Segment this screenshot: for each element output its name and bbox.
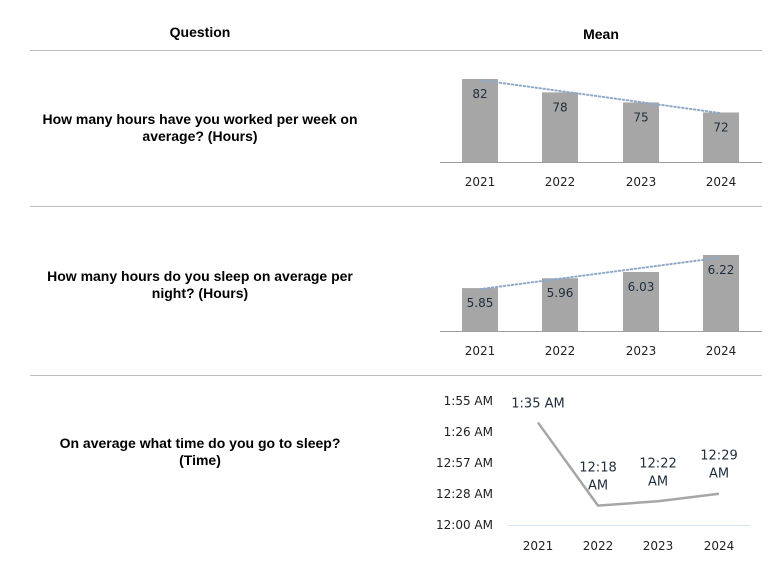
trend-line <box>479 256 722 291</box>
data-label-2021: 82 <box>472 87 487 101</box>
x-tick-label: 2024 <box>706 344 737 358</box>
data-label-2022: 78 <box>552 100 567 114</box>
question-sleep-time: On average what time do you go to sleep?… <box>59 435 341 468</box>
y-tick-label: 12:57 AM <box>436 456 493 470</box>
bar-2024 <box>703 112 739 162</box>
data-label-2022: 12:18 AM <box>579 461 616 494</box>
bar-2023 <box>623 271 659 331</box>
data-label-2023: 12:22 AM <box>639 456 676 489</box>
y-tick-label: 12:00 AM <box>436 518 493 532</box>
x-tick-label: 2021 <box>523 539 554 553</box>
question-hours-worked: How many hours have you worked per week … <box>42 111 358 144</box>
series-line <box>536 421 720 507</box>
y-tick-label: 1:26 AM <box>444 425 493 439</box>
y-tick-label: 12:28 AM <box>436 487 493 501</box>
bar-2021 <box>462 79 498 162</box>
y-tick-label: 1:55 AM <box>444 394 493 408</box>
row-divider-1 <box>30 206 762 207</box>
bar-2024 <box>703 255 739 331</box>
x-tick-label: 2021 <box>465 175 496 189</box>
x-tick-label: 2023 <box>643 539 674 553</box>
bar-2022 <box>542 278 578 331</box>
x-tick-label: 2023 <box>626 175 657 189</box>
x-tick-label: 2023 <box>626 344 657 358</box>
trend-line <box>479 79 722 115</box>
data-label-2023: 6.03 <box>628 280 655 294</box>
mean-column-header: Mean <box>583 26 619 42</box>
question-sleep-hours: How many hours do you sleep on average p… <box>47 268 353 301</box>
x-tick-label: 2024 <box>704 539 735 553</box>
bar-2021 <box>462 288 498 331</box>
x-tick-label: 2021 <box>465 344 496 358</box>
x-tick-label: 2022 <box>545 344 576 358</box>
bar-2023 <box>623 102 659 162</box>
question-column-header: Question <box>169 24 231 40</box>
data-label-2024: 72 <box>713 120 728 134</box>
x-tick-label: 2022 <box>545 175 576 189</box>
row-divider-2 <box>30 375 762 376</box>
data-label-2023: 75 <box>633 110 648 124</box>
data-label-2021: 5.85 <box>467 296 494 310</box>
data-label-2024: 12:29 AM <box>700 449 737 482</box>
data-label-2021: 1:35 AM <box>511 397 564 412</box>
data-label-2022: 5.96 <box>547 286 574 300</box>
data-label-2024: 6.22 <box>708 263 735 277</box>
x-tick-label: 2022 <box>583 539 614 553</box>
bar-2022 <box>542 92 578 162</box>
header-divider <box>30 50 762 51</box>
x-tick-label: 2024 <box>706 175 737 189</box>
